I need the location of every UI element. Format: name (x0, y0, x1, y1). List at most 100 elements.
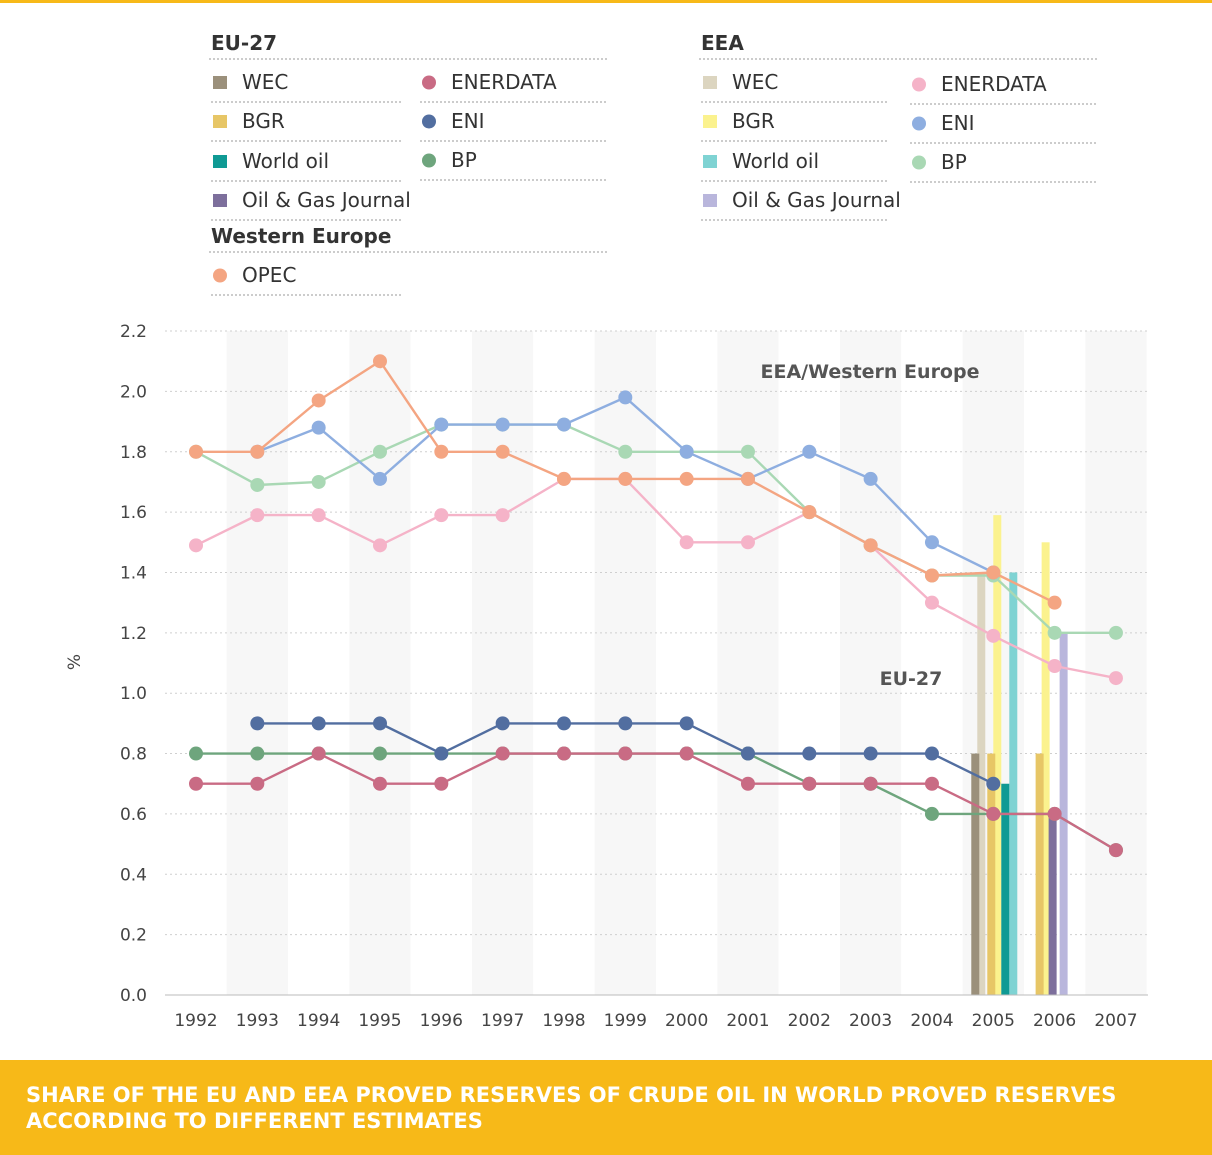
x-tick-label: 1993 (236, 1011, 279, 1031)
point-opec-2001 (740, 471, 755, 486)
point-eea-bp-1995 (372, 444, 387, 459)
point-eu-enerdata-2007 (1108, 843, 1123, 858)
point-eea-eni-1998 (556, 417, 571, 432)
point-eea-eni-2002 (802, 444, 817, 459)
year-band (226, 331, 288, 995)
point-eea-enerdata-1993 (250, 508, 265, 523)
y-tick-label: 2.0 (120, 382, 147, 402)
y-tick-label: 1.6 (120, 503, 147, 523)
point-opec-2000 (679, 471, 694, 486)
legend-swatch-circle (213, 268, 227, 283)
year-band (839, 331, 902, 995)
year-band (594, 331, 656, 995)
point-eea-enerdata-2000 (679, 535, 694, 550)
y-tick-label: 1.0 (120, 684, 147, 704)
year-band (1085, 331, 1147, 995)
legend-label: ENERDATA (941, 72, 1047, 96)
point-eea-enerdata-1997 (495, 508, 510, 523)
bar-eea-ogj-2006 (1059, 632, 1068, 995)
legend-swatch-square (213, 194, 227, 207)
point-eu-enerdata-2001 (740, 776, 755, 791)
y-tick-label: 1.8 (120, 443, 147, 463)
bar-eea-bgr-2005 (993, 515, 1002, 995)
legend-label: BGR (242, 109, 285, 133)
x-tick-label: 2005 (972, 1011, 1015, 1031)
line-eu-enerdata (196, 752, 1117, 852)
legend-label: ENI (941, 111, 975, 135)
point-eu-eni-1995 (372, 716, 387, 731)
bar-eu-bgr-2005 (987, 753, 996, 995)
point-eea-eni-1997 (495, 417, 510, 432)
point-eea-enerdata-2006 (1047, 659, 1062, 674)
year-band (533, 331, 595, 995)
point-eu-eni-2001 (740, 746, 755, 761)
caption-line-1: SHARE OF THE EU AND EEA PROVED RESERVES … (26, 1083, 1117, 1107)
point-eea-bp-2006 (1047, 625, 1062, 640)
y-tick-label: 2.2 (120, 322, 147, 342)
x-tick-label: 2002 (788, 1011, 831, 1031)
bar-eea-world-oil-2005 (1009, 572, 1018, 995)
x-tick-label: 1994 (297, 1011, 340, 1031)
x-tick-label: 2001 (726, 1011, 769, 1031)
point-eu-enerdata-1993 (250, 776, 265, 791)
point-opec-2004 (924, 568, 939, 583)
annotation-eea-western-europe: EEA/Western Europe (761, 361, 980, 383)
year-band (165, 331, 227, 995)
x-tick-label: 2003 (849, 1011, 892, 1031)
annotations: EEA/Western Europe EU-27 (761, 361, 980, 690)
point-eea-eni-2003 (863, 471, 878, 486)
legend-heading-eea: EEA (701, 31, 744, 55)
year-band (778, 331, 840, 995)
bar-eea-bgr-2006 (1041, 542, 1050, 995)
year-band (655, 331, 718, 995)
point-eea-bp-1999 (618, 444, 633, 459)
bar-eu-bgr-2006 (1035, 753, 1044, 995)
point-eea-bp-2001 (740, 444, 755, 459)
point-eu-enerdata-2002 (802, 776, 817, 791)
legend-label: World oil (242, 149, 329, 173)
point-eu-eni-2005 (986, 776, 1001, 791)
legend-label: OPEC (242, 263, 296, 287)
year-band (349, 331, 411, 995)
axes: 0.0 0.2 0.4 0.6 0.8 1.0 1.2 1.4 1.6 1.8 2.0 2.2 1992… (65, 322, 1148, 1031)
chart: EU-27 WEC BGR World oil Oil & Gas Journal ENE… (65, 31, 1148, 1031)
point-eea-eni-1994 (311, 420, 326, 435)
legend-swatch-square (213, 115, 227, 128)
point-eu-eni-2000 (679, 716, 694, 731)
y-tick-label: 1.2 (120, 624, 147, 644)
point-eu-eni-1994 (311, 716, 326, 731)
point-opec-1997 (495, 444, 510, 459)
legend-label: BGR (732, 109, 775, 133)
line-eea-enerdata (195, 477, 1117, 680)
top-rule (0, 0, 1212, 3)
point-eea-enerdata-1994 (311, 508, 326, 523)
year-band (287, 331, 350, 995)
caption-banner: SHARE OF THE EU AND EEA PROVED RESERVES … (0, 1060, 1212, 1155)
point-eu-enerdata-1992 (189, 776, 203, 791)
point-eu-enerdata-2004 (924, 776, 939, 791)
point-opec-1999 (618, 471, 633, 486)
point-eu-enerdata-1996 (434, 776, 449, 791)
series-lines (189, 354, 1123, 858)
x-tick-label: 2004 (910, 1011, 953, 1031)
year-band (901, 331, 963, 995)
y-tick-label: 0.0 (120, 986, 147, 1006)
point-eu-eni-1998 (556, 716, 571, 731)
x-tick-label: 1995 (358, 1011, 401, 1031)
year-band (717, 331, 779, 995)
line-eea-bp (195, 423, 1116, 634)
bar-eu-ogj-2006 (1048, 813, 1057, 995)
point-eea-enerdata-2001 (740, 535, 755, 550)
point-eea-eni-2004 (924, 535, 939, 550)
point-eu-eni-1993 (250, 716, 265, 731)
bars (971, 515, 1068, 995)
plot-background (165, 331, 1148, 995)
legend-label: Oil & Gas Journal (732, 188, 901, 212)
point-eu-enerdata-1998 (556, 746, 571, 761)
x-tick-label: 1997 (481, 1011, 524, 1031)
legend-label: WEC (242, 70, 288, 94)
legend: EU-27 WEC BGR World oil Oil & Gas Journal ENE… (209, 31, 1098, 296)
point-eu-enerdata-1995 (372, 776, 387, 791)
bar-eu-wec-2005 (971, 753, 980, 995)
point-eu-eni-2002 (802, 746, 817, 761)
